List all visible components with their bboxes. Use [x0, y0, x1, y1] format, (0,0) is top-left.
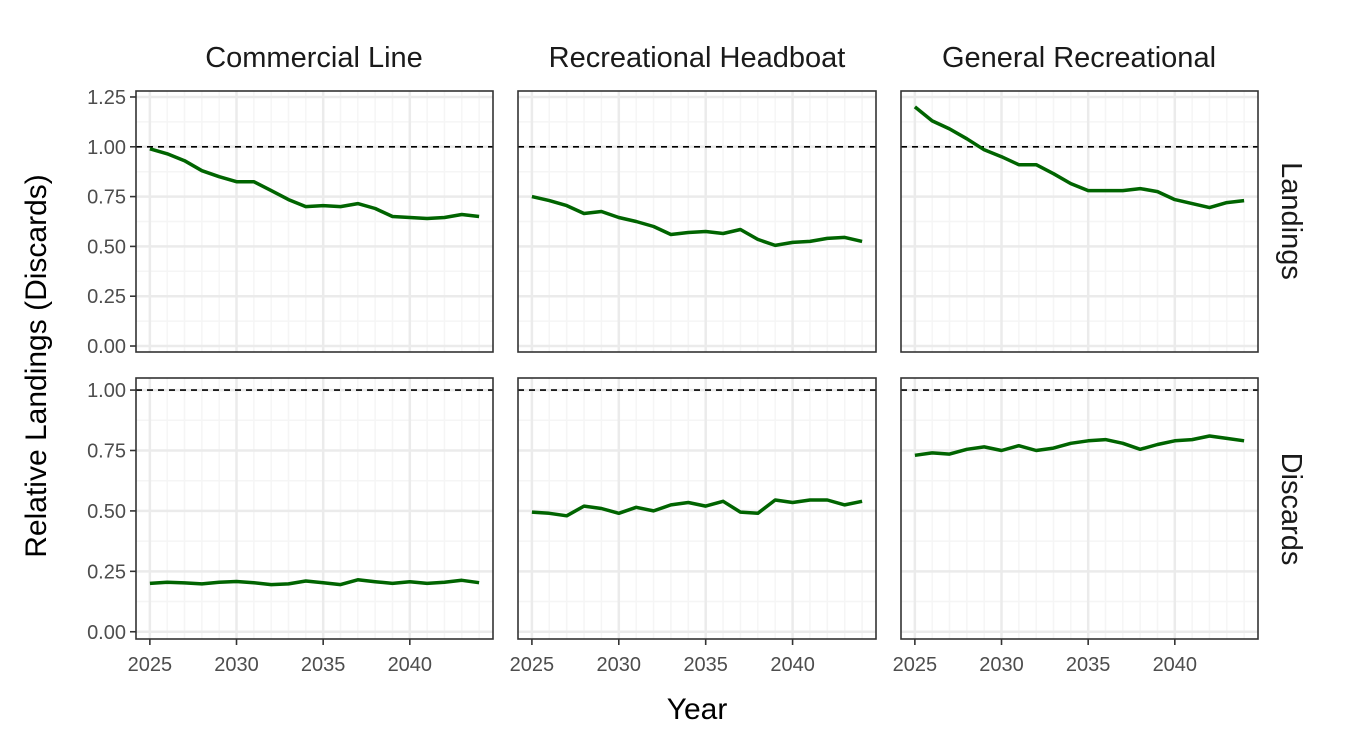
y-tick-label: 1.00 — [87, 137, 126, 159]
panel-landings-recreational-headboat — [517, 90, 877, 353]
series-line-landings-general-recreational — [913, 105, 1245, 210]
y-tick-label: 0.25 — [87, 286, 126, 308]
panel-border — [517, 90, 877, 353]
panel-landings-commercial-line: 0.00 0.25 0.50 0.75 1.00 1.25 — [87, 87, 494, 358]
panel-border — [135, 90, 494, 353]
x-tick-label: 2025 — [510, 654, 555, 676]
x-tick-label: 2025 — [128, 654, 173, 676]
y-tick-label: 0.75 — [87, 441, 126, 463]
x-tick-label: 2040 — [1153, 654, 1198, 676]
column-title-general-recreational: General Recreational — [942, 42, 1216, 74]
panel-discards-commercial-line: 0.00 0.25 0.50 0.75 1.00 2025 2030 2035 2040 — [87, 377, 494, 676]
y-tick-label: 1.00 — [87, 380, 126, 402]
series-line-discards-commercial-line — [149, 578, 480, 587]
panel-discards-general-recreational: 2025 2030 2035 2040 — [893, 377, 1259, 676]
x-tick-label: 2025 — [893, 654, 938, 676]
column-title-recreational-headboat: Recreational Headboat — [549, 42, 846, 74]
series-line-discards-recreational-headboat — [531, 498, 863, 518]
panel-border — [135, 377, 494, 640]
y-tick-label: 0.75 — [87, 187, 126, 209]
panels-layer: 0.00 0.25 0.50 0.75 1.00 1.25 0.00 0.25 0.50 0.75… — [87, 87, 1259, 676]
x-tick-label: 2040 — [770, 654, 815, 676]
panel-border — [900, 90, 1259, 353]
column-title-commercial-line: Commercial Line — [205, 42, 423, 74]
x-tick-label: 2030 — [979, 654, 1024, 676]
x-tick-label: 2030 — [597, 654, 642, 676]
x-tick-label: 2040 — [388, 654, 433, 676]
y-tick-label: 0.50 — [87, 501, 126, 523]
panel-discards-recreational-headboat: 2025 2030 2035 2040 — [510, 377, 877, 676]
row-title-landings: Landings — [1275, 162, 1307, 280]
series-line-discards-general-recreational — [914, 434, 1245, 458]
series-line-landings-recreational-headboat — [531, 194, 863, 248]
x-tick-label: 2035 — [683, 654, 728, 676]
y-tick-label: 0.50 — [87, 236, 126, 258]
panel-border — [517, 377, 877, 640]
y-tick-label: 0.25 — [87, 561, 126, 583]
x-tick-label: 2030 — [214, 654, 259, 676]
x-tick-label: 2035 — [1066, 654, 1111, 676]
y-tick-label: 0.00 — [87, 622, 126, 644]
y-tick-label: 1.25 — [87, 87, 126, 109]
panel-landings-general-recreational — [900, 90, 1259, 353]
x-axis-title: Year — [667, 693, 728, 726]
x-tick-label: 2035 — [301, 654, 346, 676]
row-title-discards: Discards — [1275, 453, 1307, 566]
series-line-landings-commercial-line — [149, 147, 480, 221]
y-tick-label: 0.00 — [87, 336, 126, 358]
y-axis-title: Relative Landings (Discards) — [20, 174, 53, 558]
panel-border — [900, 377, 1259, 640]
